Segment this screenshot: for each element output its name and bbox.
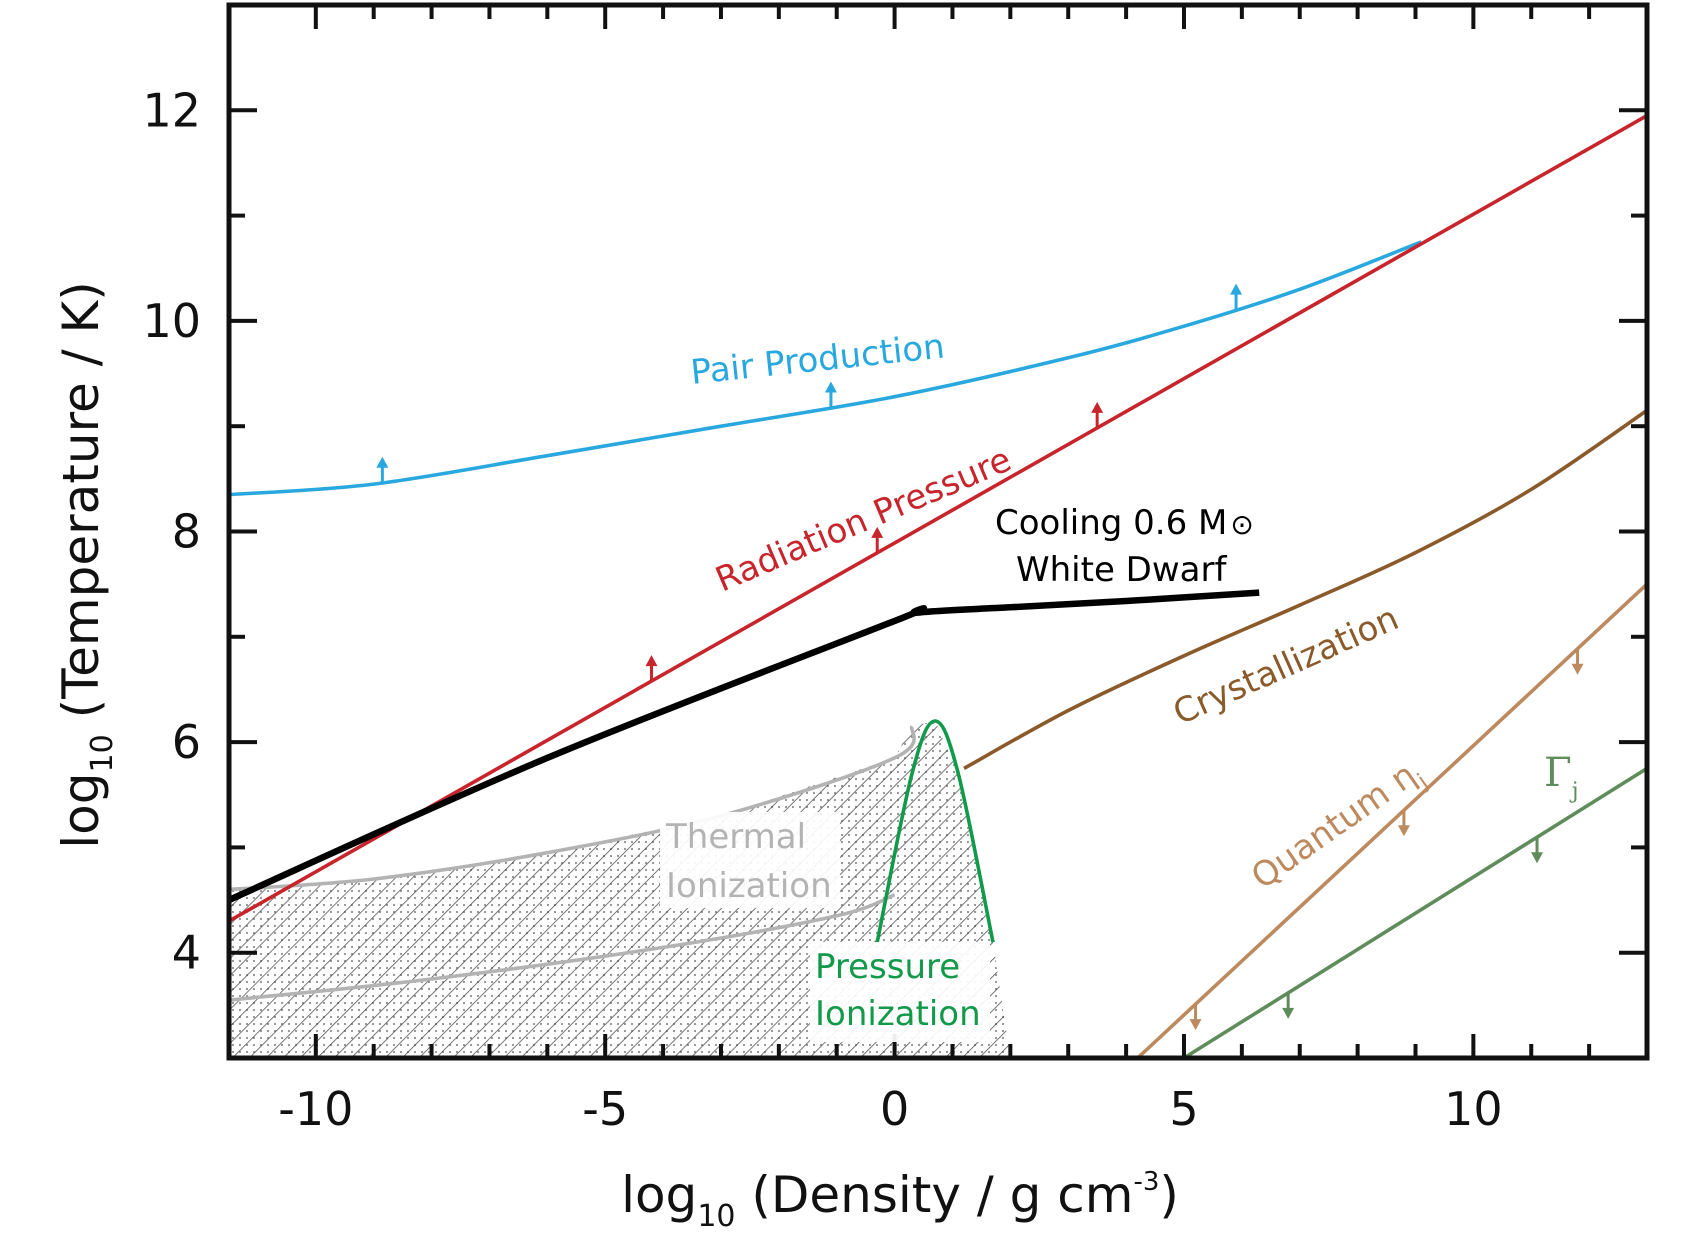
sun-symbol: ⊙ <box>1230 508 1253 541</box>
tick-layer: -10 -5 0 5 10 4 6 8 10 12 <box>142 5 1647 1136</box>
gamma-arrow <box>1531 837 1544 864</box>
pair-production-arrow <box>376 456 389 483</box>
x-axis-title-rest: (Density / g cm <box>736 1166 1134 1224</box>
x-axis-title-sup: -3 <box>1133 1167 1159 1197</box>
arrow-layer <box>376 283 1584 1031</box>
gamma-label-text: Γ <box>1544 750 1572 796</box>
gamma-label: Γj <box>1544 750 1579 804</box>
pair-production-arrow <box>824 381 837 408</box>
white-dwarf-label-line1: Cooling 0.6 M <box>995 503 1227 543</box>
gamma-label-sub: j <box>1569 779 1579 804</box>
x-tick-label: -10 <box>278 1082 353 1136</box>
pair-production-label: Pair Production <box>689 327 947 393</box>
pair-production-arrow <box>1230 283 1243 310</box>
pressure-ionization-line1: Pressure <box>815 947 960 987</box>
white-dwarf-label: Cooling 0.6 M ⊙ <box>995 503 1254 543</box>
radiation-pressure-arrow <box>645 655 658 682</box>
y-axis-title-rest: (Temperature / K) <box>52 281 110 734</box>
quantum-arrow <box>1397 810 1410 837</box>
pair-production-curve <box>228 240 1422 497</box>
pressure-ionization-label: Pressure Ionization <box>810 942 990 1042</box>
crystallization-label: Crystallization <box>1167 598 1404 733</box>
x-tick-label: 0 <box>880 1082 909 1136</box>
x-axis-title-main: log <box>621 1166 697 1224</box>
radiation-pressure-arrow <box>1091 401 1104 428</box>
white-dwarf-curve <box>227 589 1260 903</box>
x-tick-label: 10 <box>1444 1082 1503 1136</box>
gamma-arrow <box>1282 992 1295 1019</box>
curve-layer <box>227 114 1649 1060</box>
y-tick-label: 10 <box>142 294 201 348</box>
gamma-curve <box>1183 766 1648 1060</box>
x-axis-title: log10 (Density / g cm-3) <box>621 1166 1179 1234</box>
x-tick-label: -5 <box>582 1082 628 1136</box>
crystallization-curve <box>963 408 1649 770</box>
y-tick-label: 12 <box>142 83 201 137</box>
radiation-pressure-arrow <box>871 526 884 553</box>
thermal-ionization-lower-curve <box>228 893 896 1002</box>
thermal-ionization-label: Thermal Ionization <box>660 812 840 908</box>
y-axis-title-main: log <box>52 773 110 849</box>
x-tick-label: 5 <box>1169 1082 1198 1136</box>
plot-frame <box>226 2 1650 1061</box>
y-tick-label: 8 <box>172 505 201 559</box>
quantum-arrow <box>1571 648 1584 675</box>
x-axis-title-sub: 10 <box>697 1199 735 1234</box>
white-dwarf-label-line2: White Dwarf <box>1016 550 1227 590</box>
thermal-ionization-upper-curve <box>228 725 916 892</box>
y-tick-label: 6 <box>172 715 201 769</box>
quantum-arrow <box>1189 1004 1202 1031</box>
pressure-ionization-curve <box>875 719 995 943</box>
pressure-ionization-line2: Ionization <box>815 994 981 1034</box>
y-axis-title-sub: 10 <box>85 734 120 772</box>
y-axis-title: log10 (Temperature / K) <box>52 281 120 848</box>
quantum-curve <box>1136 582 1649 1060</box>
x-axis-title-end: ) <box>1159 1166 1179 1224</box>
thermal-ionization-line2: Ionization <box>666 866 832 906</box>
y-tick-label: 4 <box>172 926 201 980</box>
radiation-pressure-curve <box>228 114 1648 923</box>
thermal-ionization-line1: Thermal <box>665 817 806 857</box>
radiation-pressure-label: Radiation Pressure <box>710 440 1017 601</box>
